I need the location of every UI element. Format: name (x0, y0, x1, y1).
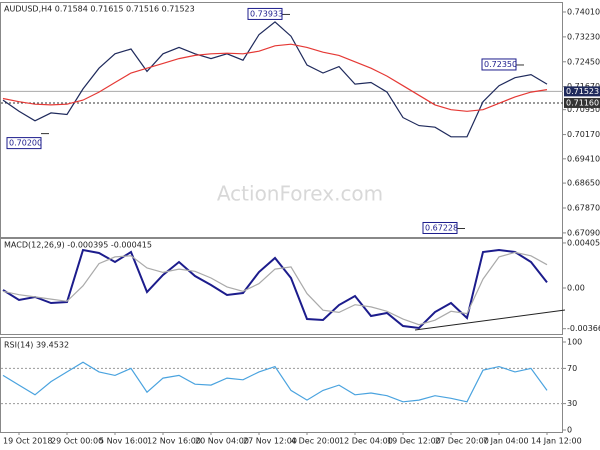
level-box (564, 97, 600, 108)
x-tick-label: 29 Oct 00:00 (51, 437, 103, 446)
y-tick-label: 0.70170 (567, 130, 600, 139)
x-tick-label: 27 Dec 20:00 (435, 437, 489, 446)
annotation-label: 0.67228 (425, 223, 458, 232)
y-tick-label: 0.67870 (567, 203, 600, 212)
y-tick-label: 70 (567, 364, 577, 373)
y-tick-label: 0 (567, 426, 572, 435)
y-tick-label: 0.74010 (567, 7, 600, 16)
x-tick-label: 12 Nov 16:00 (147, 437, 201, 446)
rsi-panel (0, 337, 563, 433)
x-tick-label: 27 Nov 12:00 (243, 437, 297, 446)
x-tick-label: 12 Dec 04:00 (339, 437, 393, 446)
annotation-label: 0.73933 (250, 9, 283, 18)
watermark: ActionForex.com (217, 182, 383, 206)
series-line (2, 251, 548, 326)
x-tick-label: 7 Jan 04:00 (483, 437, 529, 446)
macd-trendline (414, 309, 566, 331)
y-tick-label: 0.00 (567, 284, 585, 293)
annotation-label: 0.70200 (9, 139, 42, 148)
y-tick-label: 0.004055 (567, 238, 600, 247)
last-price-label: 0.71523 (566, 87, 599, 96)
macd-title: MACD(12,26,9) -0.000395 -0.000415 (4, 241, 152, 250)
series-line (2, 21, 548, 138)
x-tick-label: 20 Nov 04:00 (195, 437, 249, 446)
level-label: 0.71160 (566, 98, 599, 107)
y-tick-label: 0.70950 (567, 105, 600, 114)
y-tick-label: 30 (567, 399, 577, 408)
y-tick-label: -0.003662 (567, 324, 600, 333)
y-tick-label: 0.72450 (567, 57, 600, 66)
series-line (2, 43, 548, 112)
x-tick-label: 4 Dec 20:00 (291, 437, 340, 446)
rsi-title: RSI(14) 39.4532 (4, 341, 69, 350)
y-tick-label: 0.67090 (567, 228, 600, 237)
y-tick-label: 0.69410 (567, 154, 600, 163)
x-tick-label: 19 Oct 2018 (3, 437, 52, 446)
annotation-box (247, 7, 283, 20)
x-tick-label: 14 Jan 12:00 (531, 437, 582, 446)
price-panel (0, 2, 563, 238)
macd-panel (0, 238, 563, 335)
y-tick-label: 0.68650 (567, 179, 600, 188)
series-line (2, 248, 548, 330)
x-tick-label: 5 Nov 16:00 (99, 437, 148, 446)
annotation-box (6, 137, 42, 150)
x-tick-label: 19 Dec 12:00 (387, 437, 441, 446)
last-price-box (564, 86, 600, 97)
series-line (2, 361, 548, 403)
y-tick-label: 0.73230 (567, 32, 600, 41)
annotation-box (422, 221, 458, 234)
annotation-label: 0.72350 (484, 60, 517, 69)
y-tick-label: 100 (567, 338, 582, 347)
price-title: AUDUSD,H4 0.71584 0.71615 0.71516 0.7152… (4, 5, 195, 14)
annotation-box (481, 58, 517, 71)
